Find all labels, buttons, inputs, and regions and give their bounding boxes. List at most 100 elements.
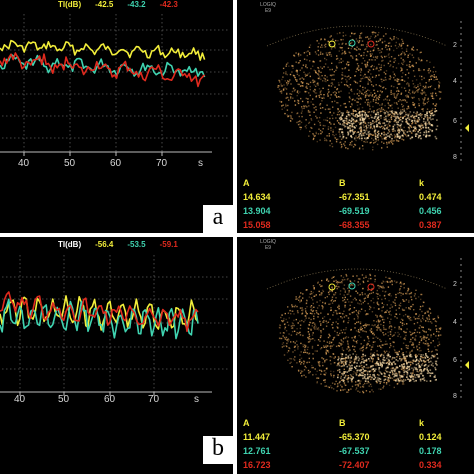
speckle [366,36,369,38]
speckle-bright [345,360,348,363]
speckle [403,52,405,54]
speckle [343,310,345,312]
speckle [336,96,338,98]
speckle [393,129,395,131]
speckle [349,106,352,108]
speckle [379,39,381,41]
speckle [435,78,437,81]
speckle-bright [378,374,380,377]
speckle [349,115,351,117]
speckle [294,100,296,102]
speckle [381,91,383,94]
speckle [309,312,312,314]
speckle [305,124,308,126]
speckle [341,49,344,51]
speckle [411,47,413,50]
speckle [382,324,385,327]
speckle [359,85,361,87]
speckle [346,63,348,66]
speckle [304,90,306,93]
speckle [287,324,290,326]
speckle [324,385,326,387]
speckle [357,312,360,315]
depth-label-2: 2 [453,281,457,288]
speckle-bright [405,113,407,116]
speckle [283,336,286,339]
speckle [317,82,319,84]
speckle-bright [394,375,396,377]
speckle-bright [387,353,389,355]
speckle [290,334,293,336]
speckle [405,90,407,92]
speckle [334,300,336,302]
speckle [331,145,334,148]
speckle-bright [426,366,428,369]
speckle [299,128,302,131]
speckle [417,84,419,86]
speckle [378,388,380,390]
speckle-bright [357,380,359,382]
speckle-bright [383,359,385,362]
speckle [384,40,386,43]
speckle [378,321,380,323]
speckle [409,352,411,354]
speckle [330,307,332,309]
speckle [404,360,406,362]
speckle [418,98,420,100]
speckle [313,306,315,308]
speckle [318,116,321,119]
speckle [299,126,301,128]
speckle [303,363,305,365]
speckle [341,68,344,70]
speckle [388,313,391,315]
speckle [420,339,423,342]
depth-scale-dot [460,366,462,368]
speckle-bright [399,130,401,133]
speckle [370,114,372,116]
speckle [305,351,308,354]
speckle [297,52,300,55]
depth-scale-dot [460,348,462,350]
speckle [355,59,357,61]
speckle [358,310,360,312]
speckle [307,346,309,348]
speckle [372,105,374,108]
speckle [359,35,361,37]
speckle [416,113,418,115]
x-tick-40: 40 [14,394,26,405]
speckle [306,82,308,85]
speckle [358,92,360,94]
speckle [308,357,310,360]
speckle [434,356,436,358]
speckle-bright [376,361,378,363]
speckle [378,287,380,289]
speckle [335,279,337,282]
speckle [416,321,419,324]
speckle [319,124,322,126]
speckle-bright [337,376,339,379]
speckle [423,356,426,358]
speckle [357,385,359,387]
speckle [300,300,302,302]
speckle [413,104,415,106]
speckle-bright [408,365,411,368]
speckle [334,94,336,96]
speckle [333,276,335,278]
speckle [438,81,440,83]
speckle [385,33,387,35]
speckle [395,309,397,311]
speckle-bright [375,113,377,116]
speckle [347,284,350,286]
fit-cell: 12.761 [243,446,271,456]
speckle [397,128,400,130]
speckle [312,374,314,376]
speckle [304,315,306,317]
speckle [388,375,391,377]
speckle-bright [339,371,341,373]
speckle [390,368,392,370]
speckle [404,336,406,339]
speckle [341,77,343,80]
speckle [358,53,360,55]
speckle-bright [400,118,402,121]
speckle [310,338,312,340]
